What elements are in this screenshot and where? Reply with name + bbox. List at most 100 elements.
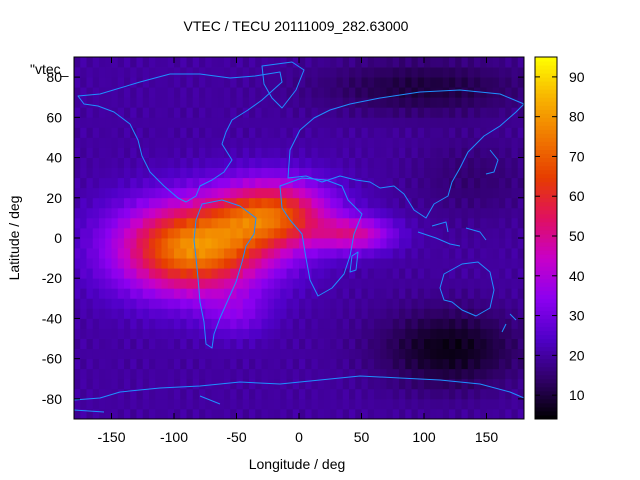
heatmap-cell <box>405 388 412 400</box>
heatmap-cell <box>236 328 244 339</box>
heatmap-cell <box>430 127 437 138</box>
heatmap-cell <box>499 97 506 108</box>
heatmap-cell <box>267 358 275 370</box>
heatmap-cell <box>192 268 200 279</box>
heatmap-cell <box>99 338 106 350</box>
colorbar-segment <box>535 254 557 259</box>
heatmap-cell <box>505 167 512 179</box>
heatmap-cell <box>142 288 150 299</box>
heatmap-cell <box>480 368 487 380</box>
heatmap-cell <box>180 187 187 199</box>
heatmap-cell <box>324 358 331 370</box>
heatmap-cell <box>311 358 319 370</box>
heatmap-cell <box>117 177 125 189</box>
heatmap-cell <box>255 67 262 78</box>
heatmap-cell <box>374 177 381 189</box>
heatmap-cell <box>342 338 350 350</box>
heatmap-cell <box>92 177 100 189</box>
heatmap-cell <box>92 87 100 98</box>
heatmap-cell <box>436 308 444 319</box>
heatmap-cell <box>242 278 250 289</box>
heatmap-cell <box>505 408 512 420</box>
heatmap-cell <box>380 388 387 400</box>
heatmap-cell <box>455 177 462 189</box>
heatmap-cell <box>242 398 250 410</box>
heatmap-cell <box>405 348 412 360</box>
heatmap-cell <box>224 167 231 179</box>
heatmap-cell <box>130 408 137 420</box>
heatmap-cell <box>499 57 506 68</box>
heatmap-cell <box>324 388 331 400</box>
heatmap-cell <box>161 207 169 219</box>
heatmap-cell <box>486 388 494 400</box>
heatmap-cell <box>392 318 400 329</box>
heatmap-cell <box>399 57 406 68</box>
heatmap-cell <box>299 207 306 219</box>
heatmap-cell <box>374 378 381 390</box>
heatmap-cell <box>417 278 425 289</box>
heatmap-cell <box>380 238 387 249</box>
heatmap-cell <box>336 388 344 400</box>
heatmap-cell <box>261 77 269 88</box>
heatmap-cell <box>374 207 381 219</box>
heatmap-cell <box>486 197 494 209</box>
colorbar-segment <box>535 85 557 90</box>
heatmap-cell <box>205 57 212 68</box>
heatmap-cell <box>436 177 444 189</box>
heatmap-cell <box>411 248 419 259</box>
heatmap-cell <box>180 167 187 179</box>
heatmap-cell <box>380 348 387 360</box>
heatmap-cell <box>399 328 406 339</box>
heatmap-cell <box>230 288 237 299</box>
heatmap-cell <box>311 318 319 329</box>
heatmap-cell <box>286 278 294 289</box>
heatmap-cell <box>405 378 412 390</box>
heatmap-cell <box>511 67 519 78</box>
heatmap-cell <box>242 177 250 189</box>
heatmap-cell <box>355 137 362 148</box>
heatmap-cell <box>124 127 131 138</box>
heatmap-cell <box>192 57 200 68</box>
heatmap-cell <box>236 187 244 199</box>
heatmap-cell <box>480 117 487 128</box>
heatmap-cell <box>517 87 525 98</box>
heatmap-cell <box>167 328 175 339</box>
heatmap-cell <box>305 97 312 108</box>
heatmap-cell <box>517 187 525 199</box>
heatmap-cell <box>136 378 144 390</box>
heatmap-cell <box>211 227 219 239</box>
heatmap-cell <box>367 117 375 128</box>
heatmap-cell <box>86 318 94 329</box>
heatmap-cell <box>324 217 331 229</box>
heatmap-cell <box>124 157 131 169</box>
heatmap-cell <box>442 398 450 410</box>
heatmap-cell <box>274 328 281 339</box>
heatmap-cell <box>480 338 487 350</box>
heatmap-cell <box>230 278 237 289</box>
heatmap-cell <box>155 288 162 299</box>
heatmap-cell <box>374 358 381 370</box>
heatmap-cell <box>155 338 162 350</box>
heatmap-cell <box>480 207 487 219</box>
heatmap-cell <box>111 238 119 249</box>
heatmap-cell <box>349 338 356 350</box>
heatmap-cell <box>174 358 181 370</box>
heatmap-cell <box>236 338 244 350</box>
heatmap-cell <box>155 127 162 138</box>
heatmap-cell <box>217 248 225 259</box>
heatmap-cell <box>517 308 525 319</box>
heatmap-cell <box>517 368 525 380</box>
heatmap-cell <box>505 248 512 259</box>
heatmap-cell <box>511 127 519 138</box>
heatmap-cell <box>211 308 219 319</box>
heatmap-cell <box>505 147 512 158</box>
heatmap-cell <box>399 167 406 179</box>
heatmap-cell <box>311 77 319 88</box>
heatmap-cell <box>417 77 425 88</box>
heatmap-cell <box>349 137 356 148</box>
heatmap-cell <box>430 107 437 118</box>
heatmap-cell <box>280 57 287 68</box>
heatmap-cell <box>336 157 344 169</box>
heatmap-cell <box>199 97 206 108</box>
